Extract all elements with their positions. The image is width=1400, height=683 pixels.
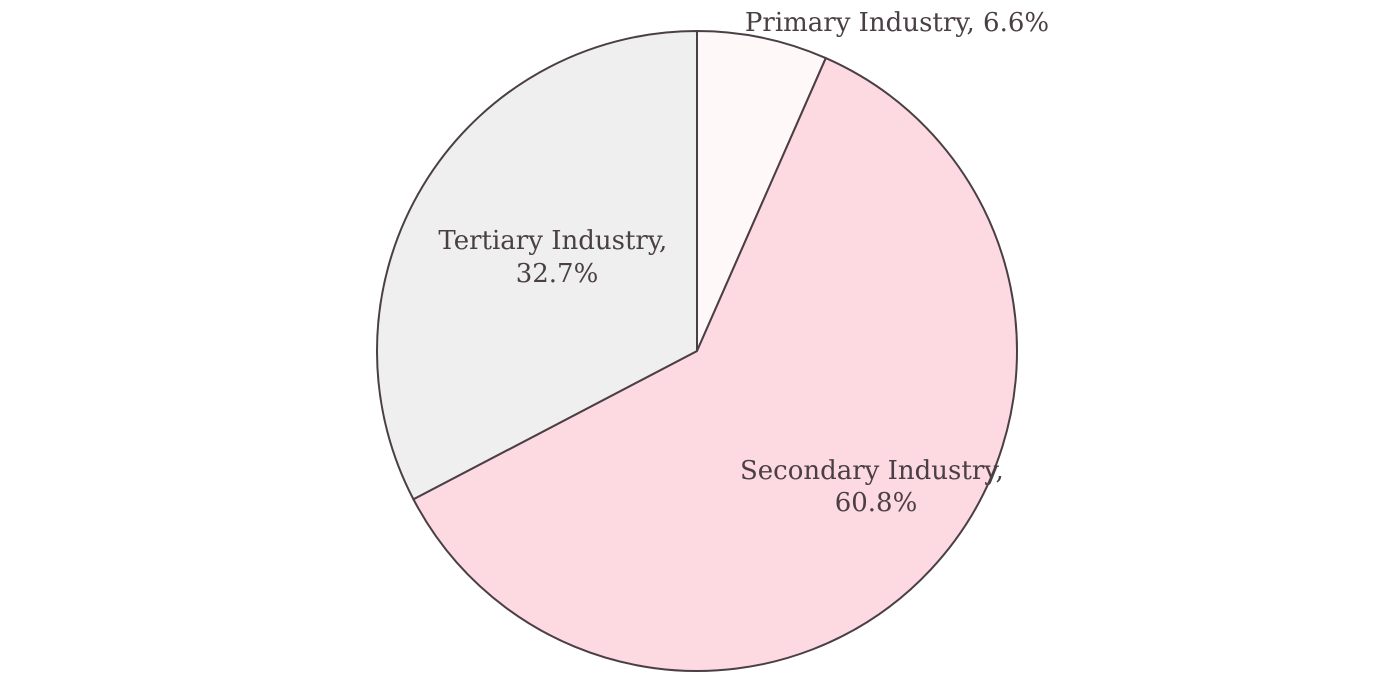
label-secondary-industry-line1: Secondary Industry, [740, 456, 1004, 486]
label-secondary-industry: Secondary Industry, 60.8% [740, 456, 1012, 518]
slice-tertiary-industry [376, 30, 698, 501]
label-tertiary-industry-line1: Tertiary Industry, [438, 226, 667, 256]
label-primary-industry-line1: Primary Industry, 6.6% [745, 8, 1049, 38]
label-secondary-industry-value: 60.8% [835, 488, 918, 518]
label-tertiary-industry: Tertiary Industry, 32.7% [438, 226, 675, 289]
label-primary-industry: Primary Industry, 6.6% [745, 8, 1049, 38]
pie-slices [376, 30, 1018, 672]
slice-primary-industry [696, 30, 827, 352]
slice-secondary-industry [412, 57, 1018, 672]
label-tertiary-industry-value: 32.7% [516, 259, 599, 289]
